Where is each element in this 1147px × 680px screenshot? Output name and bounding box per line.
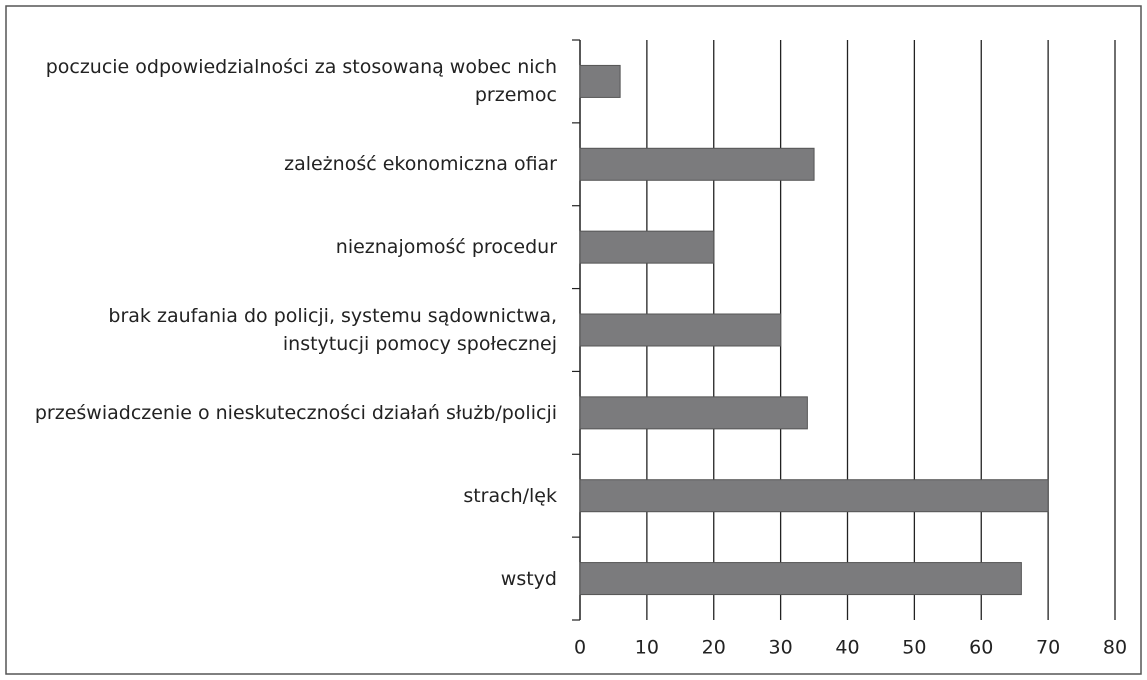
y-tick-label: poczucie odpowiedzialności za stosowaną … — [45, 56, 557, 107]
y-tick-label: brak zaufania do policji, systemu sądown… — [108, 305, 557, 355]
y-tick-label: wstyd — [500, 567, 557, 590]
y-tick-label: zależność ekonomiczna ofiar — [284, 153, 557, 176]
bar — [579, 313, 782, 347]
x-tick-label: 70 — [1036, 637, 1060, 659]
x-tick-label: 80 — [1103, 637, 1127, 659]
x-tick-label: 50 — [902, 637, 926, 659]
x-tick-label: 30 — [769, 637, 793, 659]
bar — [579, 562, 1022, 596]
bar — [579, 479, 1049, 513]
frame — [5, 5, 1142, 675]
y-tick-label: nieznajomość procedur — [335, 236, 557, 259]
x-tick-label: 20 — [702, 637, 726, 659]
x-tick-label: 60 — [969, 637, 993, 659]
bar — [579, 147, 815, 181]
x-tick-label: 40 — [835, 637, 859, 659]
bar — [579, 64, 621, 98]
y-tick-label: strach/lęk — [463, 484, 557, 507]
bar — [579, 396, 808, 430]
y-tick-label: przeświadczenie o nieskuteczności działa… — [34, 401, 557, 424]
x-tick-label: 0 — [574, 637, 586, 659]
bar — [579, 230, 715, 264]
x-tick-label: 10 — [635, 637, 659, 659]
